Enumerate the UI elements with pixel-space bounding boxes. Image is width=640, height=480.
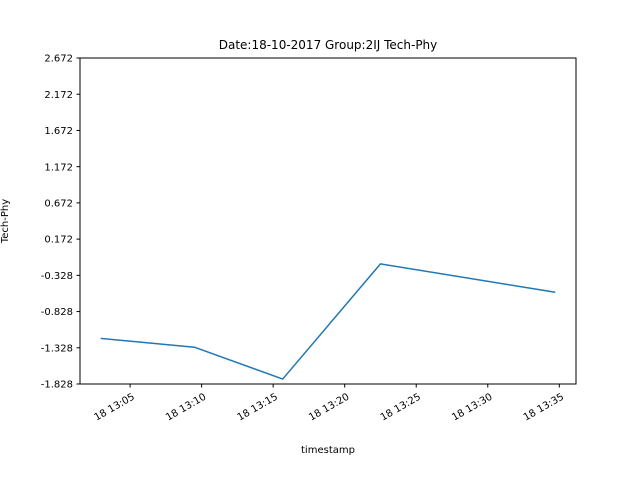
y-tick-label: 2.672 [44,54,73,65]
y-axis: -1.828 -1.328 -0.828 -0.328 0.172 0.672 1.172 1… [41,54,80,391]
y-tick-label: 0.172 [44,235,73,246]
series-line [100,263,556,380]
y-tick-label: 1.672 [44,126,73,137]
y-axis-label: Tech-Phy [0,199,11,244]
y-tick-label: 0.672 [44,198,73,209]
y-tick-label: 2.172 [44,90,73,101]
x-axis-label: timestamp [301,445,355,456]
plot-area [100,263,556,380]
chart-title: Date:18-10-2017 Group:2IJ Tech-Phy [219,38,438,52]
y-tick-label: -1.828 [41,380,73,391]
y-tick-label: -0.328 [41,271,73,282]
y-tick-label: -1.328 [41,343,73,354]
y-tick-label: 1.172 [44,162,73,173]
y-tick-label: -0.828 [41,307,73,318]
plot-frame [79,57,577,385]
